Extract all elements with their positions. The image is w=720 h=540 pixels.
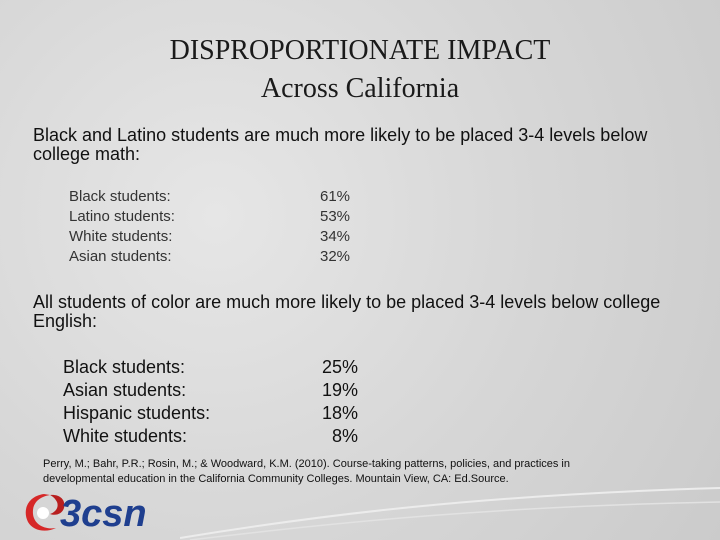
group-percent: 19%	[321, 380, 358, 400]
math-intro: Black and Latino students are much more …	[33, 125, 648, 164]
group-label: Black students:	[63, 357, 186, 377]
group-percent: 32%	[320, 248, 351, 265]
citation: Perry, M.; Bahr, P.R.; Rosin, M.; & Wood…	[43, 458, 570, 485]
group-label: Asian students:	[69, 248, 172, 265]
group-label: Latino students:	[69, 208, 175, 225]
group-label: Asian students:	[63, 380, 187, 400]
group-label: Black students:	[69, 188, 171, 205]
group-percent: 25%	[321, 357, 358, 377]
group-percent: 8%	[331, 426, 358, 446]
swirl-mark-icon	[25, 494, 65, 531]
group-percent: 53%	[320, 208, 351, 225]
logo-text: 3csn	[60, 493, 147, 534]
title-line-1: DISPROPORTIONATE IMPACT	[169, 35, 551, 66]
group-label: Hispanic students:	[63, 403, 211, 423]
3csn-swirl-logo-icon: 3csn	[25, 493, 147, 534]
group-percent: 61%	[320, 188, 351, 205]
group-percent: 34%	[320, 228, 351, 245]
english-intro: All students of color are much more like…	[33, 292, 661, 331]
group-label: White students:	[69, 228, 173, 245]
group-label: White students:	[63, 426, 188, 446]
group-percent: 18%	[321, 403, 358, 423]
slide-title: DISPROPORTIONATE IMPACT Across Californi…	[0, 32, 720, 108]
decorative-swoosh	[180, 487, 720, 540]
title-line-2: Across California	[260, 73, 460, 104]
